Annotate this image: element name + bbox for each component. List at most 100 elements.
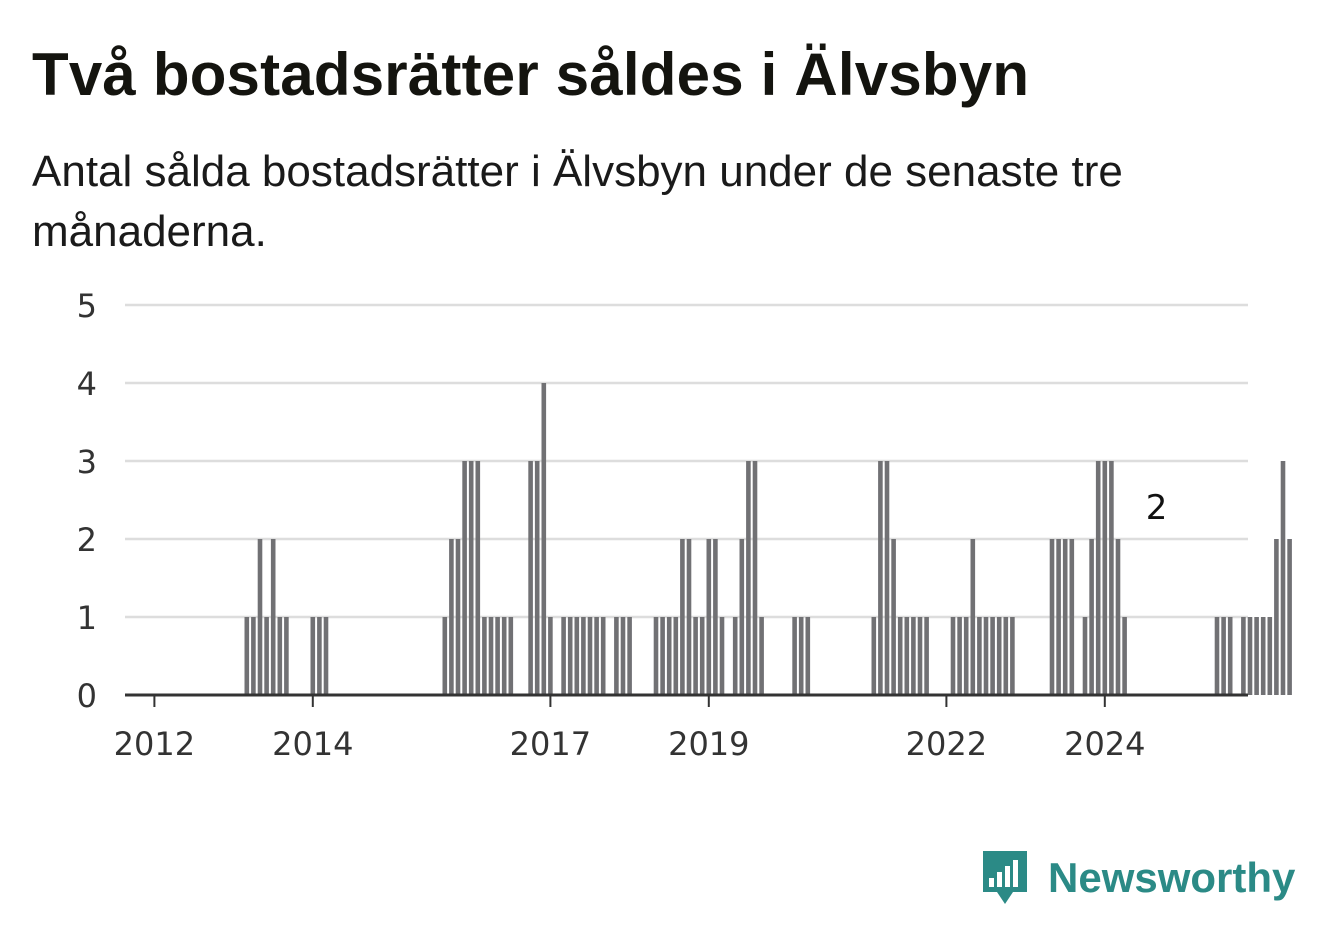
bar xyxy=(257,539,263,695)
bar xyxy=(680,539,685,695)
bar xyxy=(1287,539,1292,695)
bar xyxy=(1049,539,1055,695)
bar xyxy=(442,617,448,695)
bar xyxy=(713,539,718,695)
bar xyxy=(449,539,454,695)
bar xyxy=(1062,539,1068,695)
bar xyxy=(660,617,665,695)
bar xyxy=(600,617,606,695)
chart-subtitle: Antal sålda bostadsrätter i Älvsbyn unde… xyxy=(32,147,1123,256)
bar xyxy=(1241,617,1246,695)
bar xyxy=(957,617,962,695)
bar xyxy=(587,617,593,695)
newsworthy-logo-icon xyxy=(983,851,1027,904)
bar xyxy=(739,539,745,695)
bar xyxy=(963,617,969,695)
bar xyxy=(581,617,586,695)
bar xyxy=(574,617,580,695)
bar xyxy=(251,617,256,695)
bar xyxy=(482,617,487,695)
bar xyxy=(798,617,804,695)
bar xyxy=(1010,617,1015,695)
bar xyxy=(732,617,738,695)
bar xyxy=(1267,617,1273,695)
y-tick-label: 3 xyxy=(77,443,97,481)
bar xyxy=(627,617,632,695)
bar xyxy=(805,617,811,695)
bar xyxy=(1221,617,1226,695)
bar xyxy=(686,539,692,695)
bar xyxy=(1069,539,1075,695)
newsworthy-logo: Newsworthy xyxy=(980,848,1295,908)
bar xyxy=(1056,539,1061,695)
bar xyxy=(317,617,322,695)
bar xyxy=(244,617,250,695)
bar xyxy=(1095,461,1101,695)
bar xyxy=(884,461,890,695)
bar xyxy=(284,617,289,695)
x-tick-label: 2017 xyxy=(510,725,591,763)
x-tick-label: 2014 xyxy=(272,725,353,763)
bar xyxy=(871,617,877,695)
gridlines xyxy=(125,303,1248,619)
bar xyxy=(1214,617,1220,695)
bar xyxy=(1254,617,1259,695)
bar xyxy=(666,617,672,695)
y-tick-label: 1 xyxy=(77,599,97,637)
bar xyxy=(541,383,547,695)
bar xyxy=(983,617,989,695)
bar xyxy=(706,539,712,695)
labels: 0 1 2 3 4 5 2012 2014 2017 2019 2022 2024 2 xyxy=(77,287,1171,763)
bar xyxy=(594,617,599,695)
bar xyxy=(620,617,626,695)
bar xyxy=(752,461,758,695)
bar xyxy=(904,617,910,695)
bar xyxy=(548,617,553,695)
bar xyxy=(996,617,1002,695)
bar xyxy=(462,461,467,695)
bar xyxy=(1122,617,1127,695)
bar xyxy=(534,461,540,695)
x-tick-label: 2012 xyxy=(114,725,195,763)
bar xyxy=(673,617,679,695)
chart-title: Två bostadsrätter såldes i Älvsbyn xyxy=(32,41,1030,108)
y-tick-label: 4 xyxy=(77,365,97,403)
bar xyxy=(1260,617,1266,695)
bar xyxy=(475,461,481,695)
x-tick-label: 2024 xyxy=(1064,725,1145,763)
bar xyxy=(468,461,474,695)
y-tick-label: 0 xyxy=(77,677,97,715)
data-label: 2 xyxy=(1146,488,1168,528)
bar xyxy=(653,617,659,695)
brand-name: Newsworthy xyxy=(1048,854,1296,901)
bar xyxy=(488,617,494,695)
y-tick-label: 2 xyxy=(77,521,97,559)
y-tick-label: 5 xyxy=(77,287,97,325)
bar xyxy=(911,617,916,695)
bar xyxy=(567,617,573,695)
bar xyxy=(897,617,903,695)
bar xyxy=(455,539,461,695)
bar xyxy=(1082,617,1088,695)
bar xyxy=(323,617,329,695)
bar xyxy=(878,461,883,695)
bar xyxy=(917,617,923,695)
bar xyxy=(1247,617,1253,695)
bar xyxy=(1109,461,1114,695)
bar xyxy=(950,617,956,695)
bar xyxy=(1227,617,1233,695)
bar xyxy=(792,617,797,695)
bar xyxy=(501,617,507,695)
bar xyxy=(891,539,896,695)
bar xyxy=(1274,539,1279,695)
bar xyxy=(508,617,514,695)
bar xyxy=(1280,461,1286,695)
x-tick-label: 2019 xyxy=(668,725,749,763)
bar xyxy=(693,617,698,695)
bar xyxy=(977,617,982,695)
bar xyxy=(614,617,619,695)
bar xyxy=(970,539,976,695)
bar xyxy=(1102,461,1108,695)
bar xyxy=(270,539,276,695)
